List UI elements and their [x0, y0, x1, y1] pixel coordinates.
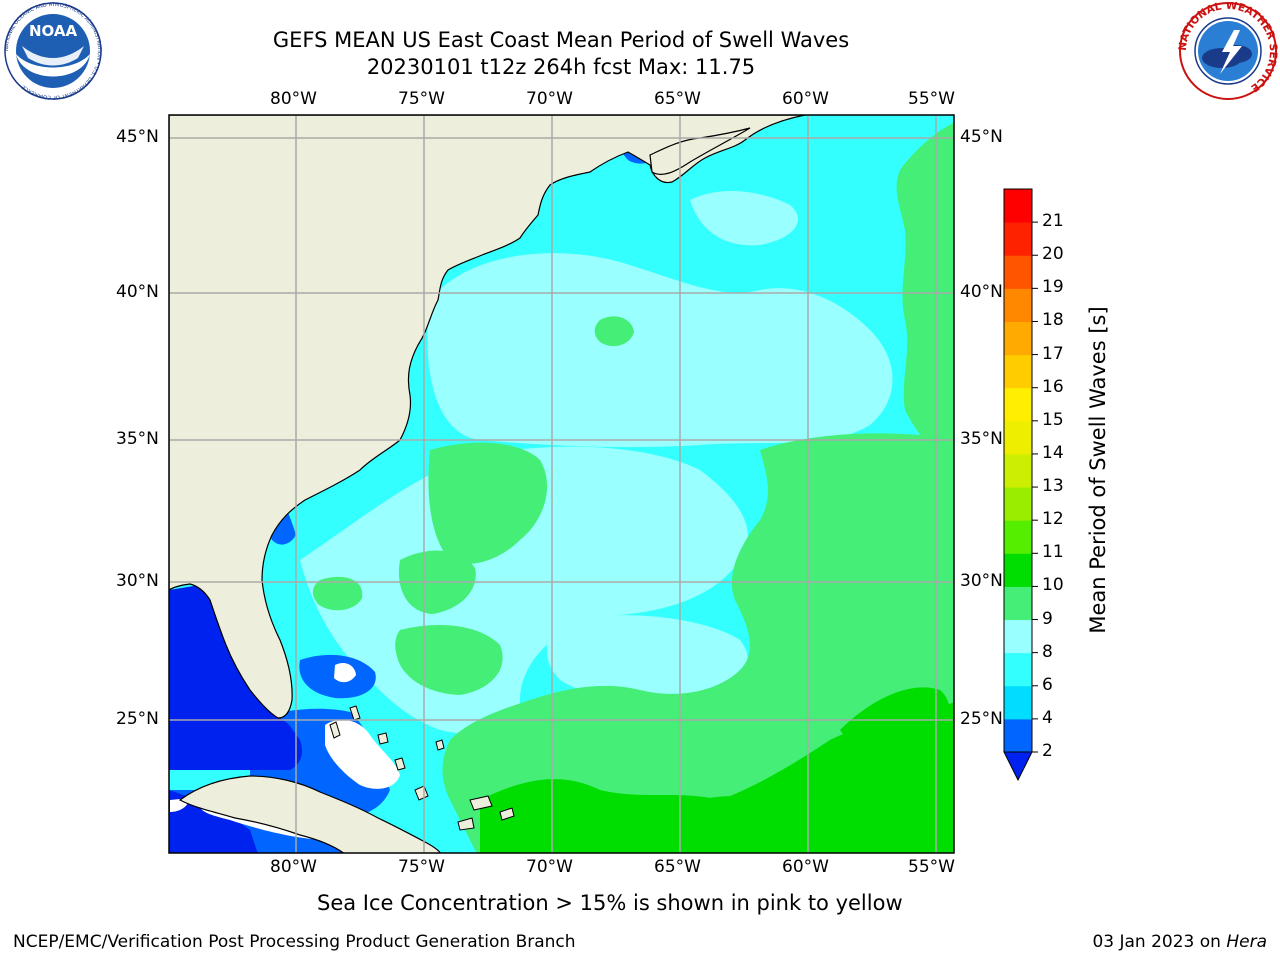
lon-label-top: 70°W — [526, 89, 573, 109]
swell-10-11s-regions — [480, 687, 954, 853]
colorbar-tick-label: 19 — [1042, 277, 1064, 298]
lat-label-right: 30°N — [960, 571, 1003, 591]
colorbar — [1003, 188, 1038, 782]
colorbar-segment — [1004, 718, 1032, 753]
land-nova-scotia — [649, 127, 751, 175]
lon-label-top: 60°W — [782, 89, 829, 109]
colorbar-segment — [1004, 685, 1032, 720]
lon-label-top: 75°W — [398, 89, 445, 109]
lat-label-left: 25°N — [116, 709, 159, 729]
colorbar-segment — [1004, 619, 1032, 654]
run-host: Hera — [1226, 932, 1267, 952]
colorbar-tick-label: 2 — [1042, 741, 1053, 761]
colorbar-tick-label: 17 — [1042, 343, 1064, 364]
lon-label-top: 65°W — [654, 89, 701, 109]
chart-subtitle: 20230101 t12z 264h fcst Max: 11.75 — [366, 55, 756, 79]
lon-label-bottom: 75°W — [398, 857, 445, 877]
colorbar-segment — [1004, 420, 1032, 455]
map-gridlines — [169, 115, 954, 853]
map-frame — [168, 114, 955, 854]
lon-label-bottom: 80°W — [270, 857, 317, 877]
lat-label-right: 35°N — [960, 429, 1003, 449]
colorbar-segment — [1004, 321, 1032, 356]
lat-label-right: 40°N — [960, 282, 1003, 302]
colorbar-segment — [1004, 652, 1032, 687]
lon-label-top: 55°W — [908, 89, 955, 109]
colorbar-tick-label: 14 — [1042, 442, 1064, 463]
colorbar-tick-label: 15 — [1042, 409, 1064, 430]
colorbar-tick-label: 16 — [1042, 376, 1064, 397]
colorbar-tick-label: 4 — [1042, 707, 1053, 728]
nws-logo: NATIONAL WEATHER SERVICE — [1178, 2, 1278, 100]
land-north-america — [169, 115, 806, 719]
colorbar-frame — [1003, 188, 1033, 753]
colorbar-segment — [1004, 222, 1032, 256]
colorbar-tick-label: 12 — [1042, 509, 1064, 530]
colorbar-tick-label: 11 — [1042, 542, 1064, 563]
colorbar-tick-label: 13 — [1042, 476, 1064, 497]
colorbar-title: Mean Period of Swell Waves [s] — [1086, 306, 1110, 634]
colorbar-tick-label: 9 — [1042, 608, 1053, 629]
lon-label-top: 80°W — [270, 89, 317, 109]
colorbar-segment — [1004, 586, 1032, 621]
colorbar-tick-label: 18 — [1042, 310, 1064, 331]
lon-label-bottom: 55°W — [908, 857, 955, 877]
colorbar-tick-label: 6 — [1042, 674, 1053, 695]
lat-label-left: 45°N — [116, 127, 159, 147]
land-cuba — [178, 775, 442, 853]
colorbar-segment — [1004, 387, 1032, 422]
lat-label-left: 30°N — [116, 571, 159, 591]
lon-label-bottom: 70°W — [526, 857, 573, 877]
sea-ice-note: Sea Ice Concentration > 15% is shown in … — [317, 891, 903, 915]
credit-text: NCEP/EMC/Verification Post Processing Pr… — [13, 932, 576, 952]
colorbar-segment — [1004, 354, 1032, 389]
noaa-logo: NOAA NATIONAL OCEANIC AND ATMOSPHERIC AD… — [4, 2, 102, 100]
lat-label-right: 45°N — [960, 127, 1003, 147]
colorbar-tick-label: 8 — [1042, 641, 1053, 662]
colorbar-segment — [1004, 453, 1032, 488]
colorbar-segment — [1004, 255, 1032, 289]
colorbar-tick-label: 21 — [1042, 211, 1064, 232]
lat-label-left: 40°N — [116, 282, 159, 302]
lat-label-right: 25°N — [960, 709, 1003, 729]
noaa-wordmark: NOAA — [29, 22, 78, 40]
run-date: 03 Jan 2023 on Hera — [1092, 932, 1267, 952]
colorbar-segment — [1004, 288, 1032, 322]
lon-label-bottom: 60°W — [782, 857, 829, 877]
colorbar-tick-label: 20 — [1042, 244, 1064, 265]
lat-label-left: 35°N — [116, 429, 159, 449]
colorbar-segment — [1004, 520, 1032, 554]
colorbar-segment — [1004, 553, 1032, 587]
islands — [329, 705, 515, 831]
colorbar-extend-arrow — [1003, 751, 1033, 782]
run-date-text: 03 Jan 2023 on — [1092, 932, 1227, 952]
colorbar-segment — [1004, 487, 1032, 521]
colorbar-tick-label: 10 — [1042, 575, 1064, 596]
colorbar-segment — [1004, 189, 1032, 223]
lon-label-bottom: 65°W — [654, 857, 701, 877]
chart-title: GEFS MEAN US East Coast Mean Period of S… — [272, 28, 850, 52]
